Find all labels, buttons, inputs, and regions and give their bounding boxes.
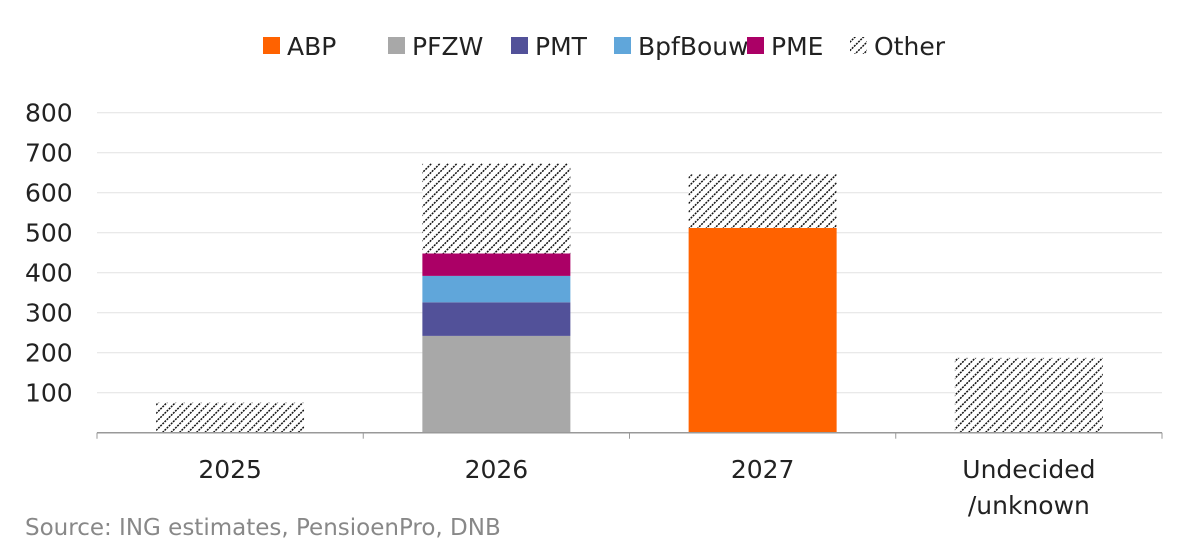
bar-pmt-1 xyxy=(422,302,571,336)
bar-pme-1 xyxy=(422,253,571,276)
y-tick-label: 300 xyxy=(25,299,73,328)
legend-label-pfzw: PFZW xyxy=(412,32,483,61)
y-tick-label: 500 xyxy=(25,219,73,248)
legend-swatch-pmt xyxy=(511,37,528,54)
legend-label-abp: ABP xyxy=(287,32,336,61)
legend-label-other: Other xyxy=(874,32,946,61)
y-tick-label: 400 xyxy=(25,259,73,288)
legend-swatch-pfzw xyxy=(388,37,405,54)
legend-swatch-other xyxy=(850,37,867,54)
x-tick-label: Undecided xyxy=(962,455,1095,484)
bar-other-0 xyxy=(156,402,305,433)
x-tick-label: 2025 xyxy=(198,455,262,484)
bar-abp-2 xyxy=(688,227,837,433)
y-tick-label: 200 xyxy=(25,339,73,368)
bar-other-3 xyxy=(954,357,1103,433)
bar-bpfbouw-1 xyxy=(422,275,571,303)
bar-other-2 xyxy=(688,174,837,228)
y-tick-label: 800 xyxy=(25,99,73,128)
x-tick-label: /unknown xyxy=(968,491,1090,520)
y-tick-label: 600 xyxy=(25,179,73,208)
x-tick-label: 2027 xyxy=(731,455,795,484)
source-note: Source: ING estimates, PensioenPro, DNB xyxy=(25,515,501,541)
y-tick-label: 100 xyxy=(25,379,73,408)
bar-pfzw-1 xyxy=(422,335,571,433)
legend-swatch-bpfbouw xyxy=(614,37,631,54)
legend-label-bpfbouw: BpfBouw xyxy=(638,32,749,61)
legend-label-pme: PME xyxy=(771,32,823,61)
y-tick-label: 700 xyxy=(25,139,73,168)
x-tick-label: 2026 xyxy=(465,455,529,484)
legend-swatch-abp xyxy=(263,37,280,54)
legend-swatch-pme xyxy=(747,37,764,54)
legend-label-pmt: PMT xyxy=(535,32,588,61)
bar-other-1 xyxy=(422,163,571,254)
